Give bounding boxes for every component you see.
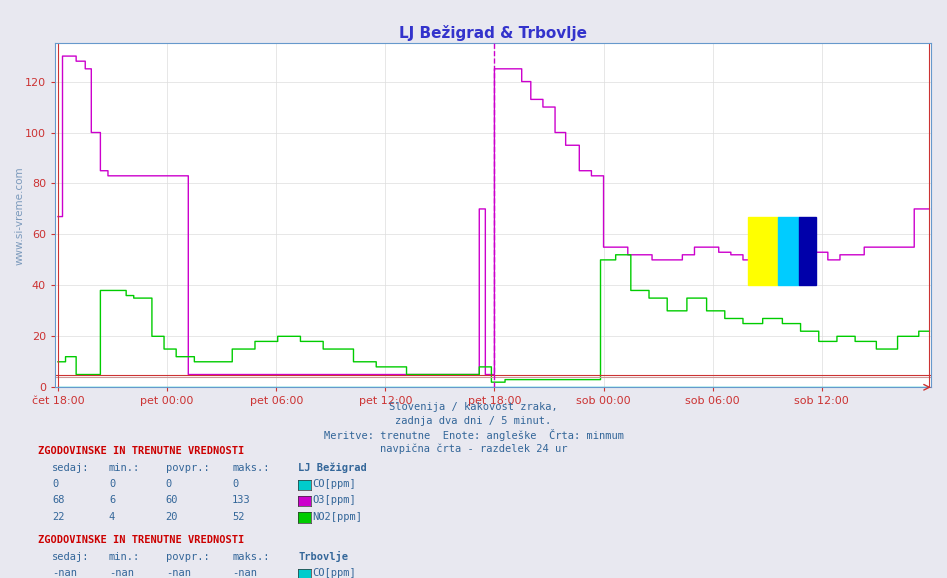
Text: 52: 52 [232, 512, 244, 521]
Text: Trbovlje: Trbovlje [298, 551, 348, 562]
Bar [798, 217, 815, 286]
Text: LJ Bežigrad: LJ Bežigrad [298, 462, 367, 473]
Text: 4: 4 [109, 512, 116, 521]
Text: 0: 0 [109, 479, 116, 489]
Text: min.:: min.: [109, 552, 140, 562]
Text: min.:: min.: [109, 463, 140, 473]
Text: 133: 133 [232, 495, 251, 505]
Text: NO2[ppm]: NO2[ppm] [313, 512, 363, 521]
Text: maks.:: maks.: [232, 552, 270, 562]
Text: 68: 68 [52, 495, 64, 505]
Text: 22: 22 [52, 512, 64, 521]
Text: 0: 0 [166, 479, 172, 489]
Text: 0: 0 [232, 479, 239, 489]
Text: 0: 0 [52, 479, 59, 489]
Text: navpična črta - razdelek 24 ur: navpična črta - razdelek 24 ur [380, 443, 567, 454]
Text: ZGODOVINSKE IN TRENUTNE VREDNOSTI: ZGODOVINSKE IN TRENUTNE VREDNOSTI [38, 446, 244, 455]
Text: 60: 60 [166, 495, 178, 505]
Text: sedaj:: sedaj: [52, 552, 90, 562]
Text: O3[ppm]: O3[ppm] [313, 495, 356, 505]
Text: www.si-vreme.com: www.si-vreme.com [15, 166, 25, 265]
Text: CO[ppm]: CO[ppm] [313, 568, 356, 578]
Text: maks.:: maks.: [232, 463, 270, 473]
Text: -nan: -nan [232, 568, 257, 578]
Bar [747, 217, 778, 286]
Text: 20: 20 [166, 512, 178, 521]
Text: -nan: -nan [109, 568, 134, 578]
Text: povpr.:: povpr.: [166, 463, 209, 473]
Text: ZGODOVINSKE IN TRENUTNE VREDNOSTI: ZGODOVINSKE IN TRENUTNE VREDNOSTI [38, 535, 244, 544]
Text: zadnja dva dni / 5 minut.: zadnja dva dni / 5 minut. [396, 416, 551, 425]
Text: Slovenija / kakovost zraka,: Slovenija / kakovost zraka, [389, 402, 558, 412]
Text: sedaj:: sedaj: [52, 463, 90, 473]
Title: LJ Bežigrad & Trbovlje: LJ Bežigrad & Trbovlje [399, 25, 587, 41]
Text: povpr.:: povpr.: [166, 552, 209, 562]
Text: CO[ppm]: CO[ppm] [313, 479, 356, 489]
Text: -nan: -nan [166, 568, 190, 578]
Bar [778, 217, 798, 286]
Text: 6: 6 [109, 495, 116, 505]
Text: -nan: -nan [52, 568, 77, 578]
Text: Meritve: trenutne  Enote: angleške  Črta: minmum: Meritve: trenutne Enote: angleške Črta: … [324, 429, 623, 442]
